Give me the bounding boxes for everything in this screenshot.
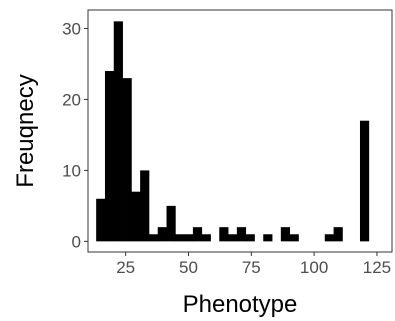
x-axis-title: Phenotype <box>183 291 298 318</box>
histogram-bar <box>131 191 141 242</box>
histogram-bar <box>192 227 203 242</box>
histogram-bar <box>228 234 238 242</box>
histogram-bar <box>122 78 132 242</box>
histogram-bar <box>333 227 343 242</box>
histogram-bar <box>104 71 115 242</box>
histogram-bar <box>201 234 211 242</box>
histogram-bar <box>236 227 247 242</box>
y-axis: 0 10 20 30 <box>62 19 88 251</box>
histogram-bar <box>148 234 159 242</box>
x-axis: 25 50 75 100 125 <box>116 252 391 277</box>
y-tick-label: 10 <box>62 161 81 180</box>
plot-panel-border <box>87 9 393 253</box>
histogram-bar <box>140 170 150 242</box>
bars-layer <box>96 21 370 242</box>
x-tick-label: 100 <box>300 258 328 277</box>
histogram-bar <box>96 198 106 242</box>
histogram-bar <box>359 120 370 242</box>
histogram-bar <box>166 205 176 242</box>
x-tick-label: 75 <box>242 258 261 277</box>
histogram-bar <box>219 227 229 242</box>
histogram-bar <box>175 234 185 242</box>
histogram-bar <box>113 21 123 242</box>
x-tick-label: 25 <box>116 258 135 277</box>
y-tick-label: 20 <box>62 90 81 109</box>
y-axis-title: Freuqnecy <box>12 74 39 187</box>
histogram-bar <box>280 227 291 242</box>
y-tick-label: 0 <box>72 232 81 251</box>
histogram-bar <box>157 227 167 242</box>
y-tick-label: 30 <box>62 19 81 38</box>
histogram-bar <box>289 234 299 242</box>
histogram-bar <box>245 234 255 242</box>
x-tick-label: 50 <box>179 258 198 277</box>
histogram-bar <box>324 234 334 242</box>
x-tick-label: 125 <box>363 258 391 277</box>
histogram-bar <box>184 234 194 242</box>
histogram-bar <box>263 234 273 242</box>
